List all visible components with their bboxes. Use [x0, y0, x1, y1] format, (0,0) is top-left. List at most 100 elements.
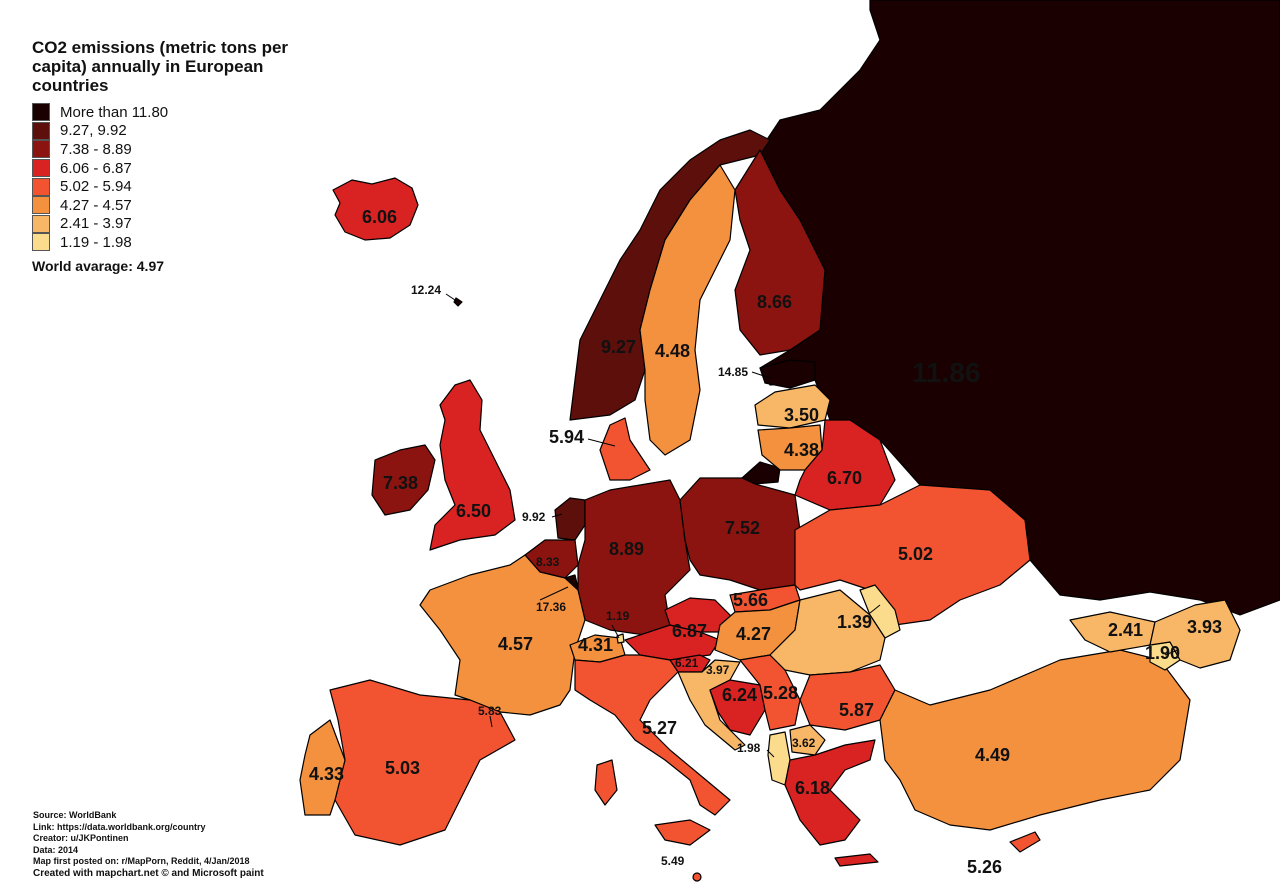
region-belarus — [794, 419, 896, 511]
credit-source: Source: WorldBank — [33, 810, 117, 820]
legend-item: 1.19 - 1.98 — [32, 233, 302, 252]
label-estonia: 14.85 — [718, 365, 748, 379]
legend: CO2 emissions (metric tons per capita) a… — [32, 38, 302, 274]
label-ireland: 7.38 — [383, 473, 418, 493]
legend-item: More than 11.80 — [32, 103, 302, 122]
label-croatia: 3.97 — [706, 663, 730, 677]
moldova-leader — [869, 604, 881, 614]
label-czechia: 6.87 — [672, 621, 707, 641]
label-germany: 8.89 — [609, 539, 644, 559]
label-denmark: 5.94 — [549, 427, 584, 447]
label-belarus: 6.70 — [827, 468, 862, 488]
label-armenia: 1.90 — [1145, 643, 1180, 663]
label-lithuania: 4.38 — [784, 440, 819, 460]
label-bulgaria: 5.87 — [839, 700, 874, 720]
region-iceland — [332, 177, 419, 241]
label-andorra: 5.83 — [478, 704, 502, 718]
label-belgium: 8.33 — [536, 555, 560, 569]
legend-swatch — [32, 140, 50, 159]
label-iceland: 6.06 — [362, 207, 397, 227]
label-slovakia: 5.66 — [733, 590, 768, 610]
label-uk: 6.50 — [456, 501, 491, 521]
label-poland: 7.52 — [725, 518, 760, 538]
label-norway: 9.27 — [601, 337, 636, 357]
region-cyprus — [1009, 831, 1041, 853]
credit-creator: Creator: u/JKPontinen — [33, 833, 129, 843]
netherlands-leader — [551, 513, 563, 518]
label-liechtenstein: 1.19 — [606, 609, 630, 623]
label-malta: 5.49 — [661, 854, 685, 868]
region-france — [419, 554, 586, 716]
credit-created: Created with mapchart.net © and Microsof… — [33, 867, 264, 879]
region-greece — [784, 739, 876, 846]
region-ireland — [371, 444, 436, 516]
legend-label: 5.02 - 5.94 — [60, 178, 132, 196]
region-turkey — [879, 649, 1191, 831]
label-sweden: 4.48 — [655, 341, 690, 361]
legend-swatch — [32, 159, 50, 178]
label-serbia: 5.28 — [763, 683, 798, 703]
label-switzerland: 4.31 — [578, 635, 613, 655]
credit-posted: Map first posted on: r/MapPorn, Reddit, … — [33, 856, 250, 866]
label-slovenia: 6.21 — [675, 656, 699, 670]
label-netherlands: 9.92 — [522, 510, 546, 524]
region-crete — [834, 853, 879, 867]
region-azerbaijan — [1149, 599, 1241, 669]
legend-label: 7.38 - 8.89 — [60, 140, 132, 158]
legend-label: 2.41 - 3.97 — [60, 215, 132, 233]
region-sweden — [639, 164, 736, 456]
region-uk — [429, 379, 516, 551]
region-denmark — [599, 417, 651, 481]
region-romania — [769, 589, 886, 676]
label-latvia: 3.50 — [784, 405, 819, 425]
label-faroe: 12.24 — [411, 283, 441, 297]
luxembourg-leader — [539, 586, 569, 601]
label-azerbaijan: 3.93 — [1187, 617, 1222, 637]
legend-label: 6.06 - 6.87 — [60, 159, 132, 177]
label-hungary: 4.27 — [736, 624, 771, 644]
region-sicily — [654, 819, 711, 846]
label-russia: 11.86 — [912, 357, 981, 388]
label-finland: 8.66 — [757, 292, 792, 312]
legend-swatch — [32, 214, 50, 233]
region-finland — [734, 149, 826, 356]
legend-title: CO2 emissions (metric tons per capita) a… — [32, 38, 289, 95]
region-netherlands — [554, 497, 586, 541]
estonia-leader — [751, 371, 771, 379]
label-france: 4.57 — [498, 634, 533, 654]
legend-swatch — [32, 121, 50, 140]
label-cyprus: 5.26 — [967, 857, 1002, 877]
region-portugal — [299, 719, 346, 816]
legend-item: 6.06 - 6.87 — [32, 159, 302, 178]
legend-swatch — [32, 103, 50, 122]
region-ukraine — [794, 484, 1031, 626]
region-sardinia — [594, 759, 618, 806]
label-italy: 5.27 — [642, 718, 677, 738]
label-bosnia: 6.24 — [722, 685, 757, 705]
legend-label: 1.19 - 1.98 — [60, 233, 132, 251]
legend-item: 4.27 - 4.57 — [32, 196, 302, 215]
region-italy — [574, 654, 731, 816]
denmark-leader — [587, 438, 616, 447]
label-turkey: 4.49 — [975, 745, 1010, 765]
region-latvia — [754, 384, 831, 429]
region-macedonia — [789, 724, 826, 756]
region-bosnia — [709, 679, 766, 736]
region-malta — [692, 872, 702, 882]
region-liechtenstein — [616, 633, 625, 644]
legend-swatch — [32, 196, 50, 215]
legend-item: 2.41 - 3.97 — [32, 214, 302, 234]
andorra-leader — [489, 715, 493, 728]
world-average: World avarage: 4.97 — [32, 257, 165, 274]
credits: Source: WorldBank Link: https://data.wor… — [33, 810, 264, 879]
legend-item: 5.02 - 5.94 — [32, 177, 302, 196]
legend-swatch — [32, 177, 50, 196]
faroe-leader — [445, 293, 459, 303]
label-luxembourg: 17.36 — [536, 600, 566, 614]
legend-label: 9.27, 9.92 — [60, 122, 127, 140]
albania-leader — [766, 749, 775, 758]
legend-label: More than 11.80 — [60, 103, 169, 121]
legend-swatch — [32, 233, 50, 252]
